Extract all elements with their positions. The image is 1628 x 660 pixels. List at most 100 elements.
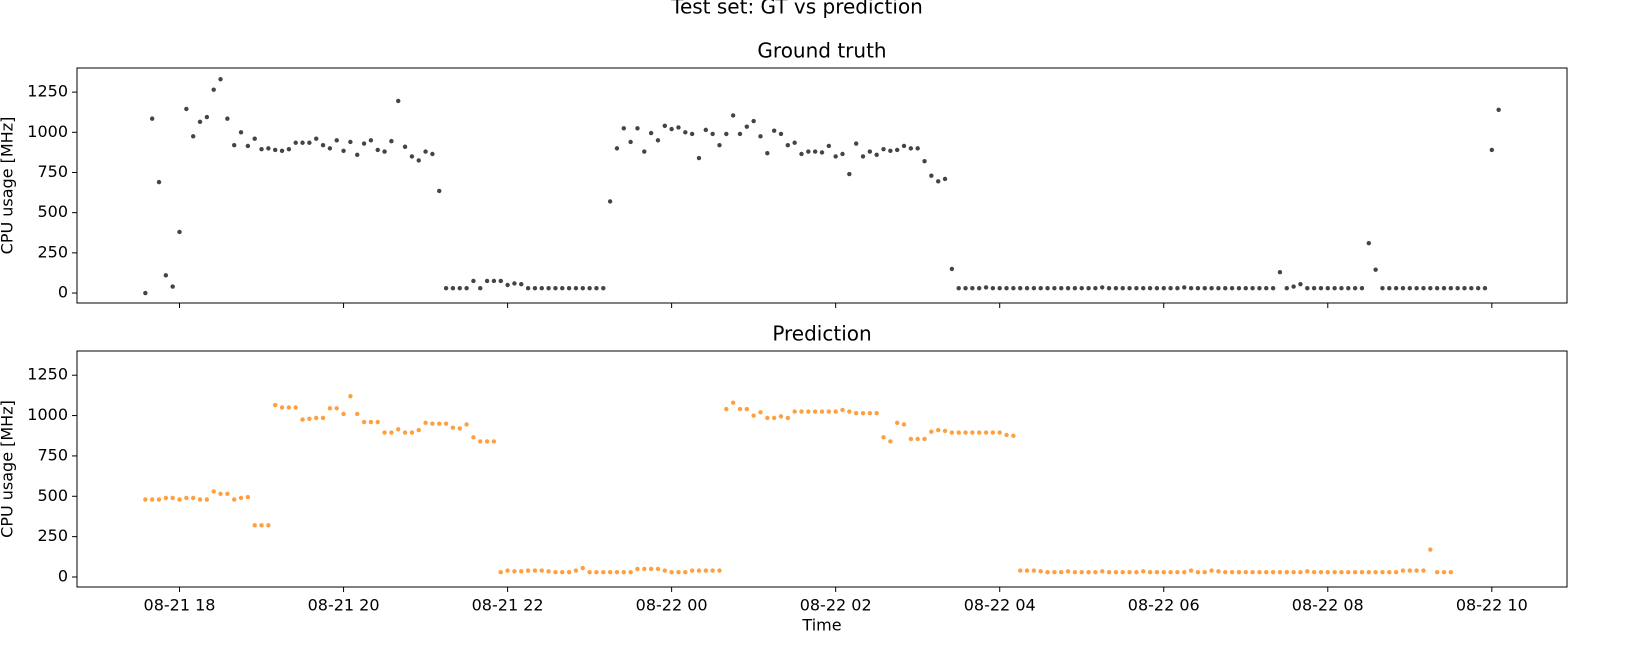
x-tick-label: 08-22 06 xyxy=(1128,596,1200,615)
point xyxy=(929,429,934,434)
point xyxy=(1161,569,1166,575)
point xyxy=(847,409,852,414)
point xyxy=(539,286,544,291)
point xyxy=(1079,286,1084,291)
point xyxy=(881,146,886,152)
point xyxy=(279,405,285,410)
point xyxy=(1414,568,1419,573)
point xyxy=(1223,286,1228,291)
plot-frame xyxy=(76,350,1568,588)
point xyxy=(1407,286,1412,291)
point xyxy=(1448,569,1454,575)
point xyxy=(1455,286,1460,291)
point xyxy=(1024,286,1030,291)
point xyxy=(546,286,551,291)
point xyxy=(450,286,456,291)
point xyxy=(238,495,244,501)
point xyxy=(334,138,339,143)
point xyxy=(1305,569,1310,574)
point xyxy=(204,114,210,120)
point xyxy=(908,146,914,151)
point xyxy=(730,400,736,405)
point xyxy=(437,421,442,426)
point xyxy=(163,495,169,501)
point xyxy=(1339,569,1344,575)
point xyxy=(341,148,346,153)
point xyxy=(990,286,996,291)
point xyxy=(730,113,736,118)
point xyxy=(1387,569,1392,575)
point xyxy=(778,414,784,419)
point xyxy=(908,436,914,442)
point xyxy=(1298,281,1303,287)
point xyxy=(717,142,722,148)
y-axis-label: CPU usage [MHz] xyxy=(0,400,17,538)
point xyxy=(990,430,996,435)
point xyxy=(1434,286,1440,291)
point xyxy=(970,286,975,291)
point xyxy=(1004,432,1009,438)
point xyxy=(1147,286,1153,291)
point xyxy=(1291,569,1296,575)
point xyxy=(1038,569,1043,574)
point xyxy=(1052,569,1057,575)
point xyxy=(190,134,196,139)
point xyxy=(642,149,647,154)
point xyxy=(1175,286,1180,291)
point xyxy=(1038,286,1043,291)
point xyxy=(553,286,558,291)
point xyxy=(1127,569,1132,575)
point xyxy=(1161,286,1166,291)
point xyxy=(1065,286,1071,291)
point xyxy=(1305,286,1310,291)
point xyxy=(1134,286,1139,291)
x-tick-label: 08-21 20 xyxy=(308,596,380,615)
point xyxy=(286,405,292,410)
point xyxy=(484,439,490,444)
y-tick-label: 750 xyxy=(37,162,68,181)
point xyxy=(532,568,538,573)
point xyxy=(1086,569,1091,575)
point xyxy=(621,126,626,131)
point xyxy=(1134,569,1139,575)
point xyxy=(409,430,415,435)
y-tick-label: 1250 xyxy=(27,82,68,101)
point xyxy=(484,278,490,284)
point xyxy=(525,286,531,291)
point xyxy=(1113,569,1119,575)
point xyxy=(375,147,380,153)
point xyxy=(1093,569,1098,575)
point xyxy=(997,430,1002,435)
point xyxy=(409,154,415,159)
point xyxy=(710,568,715,573)
point xyxy=(1277,269,1283,275)
point xyxy=(662,123,667,129)
point xyxy=(1182,285,1187,290)
point xyxy=(662,568,667,573)
point xyxy=(819,409,825,414)
point xyxy=(703,568,709,573)
point xyxy=(232,142,237,148)
point xyxy=(1264,569,1269,575)
point xyxy=(1291,284,1296,289)
point xyxy=(826,409,832,414)
y-tick-label: 500 xyxy=(37,486,68,505)
point xyxy=(1031,286,1037,291)
point xyxy=(594,569,599,575)
x-tick-label: 08-22 04 xyxy=(964,596,1036,615)
point xyxy=(211,87,216,92)
point xyxy=(1407,568,1412,573)
point xyxy=(983,285,989,290)
point xyxy=(1113,286,1119,291)
point xyxy=(642,566,647,572)
point xyxy=(922,159,927,164)
point xyxy=(689,131,695,137)
point xyxy=(765,150,770,156)
point xyxy=(1243,569,1248,575)
point xyxy=(416,427,421,433)
point xyxy=(785,142,791,148)
point xyxy=(443,421,449,426)
x-axis-label: Time xyxy=(801,616,841,635)
point xyxy=(867,149,873,154)
point xyxy=(1277,569,1283,575)
